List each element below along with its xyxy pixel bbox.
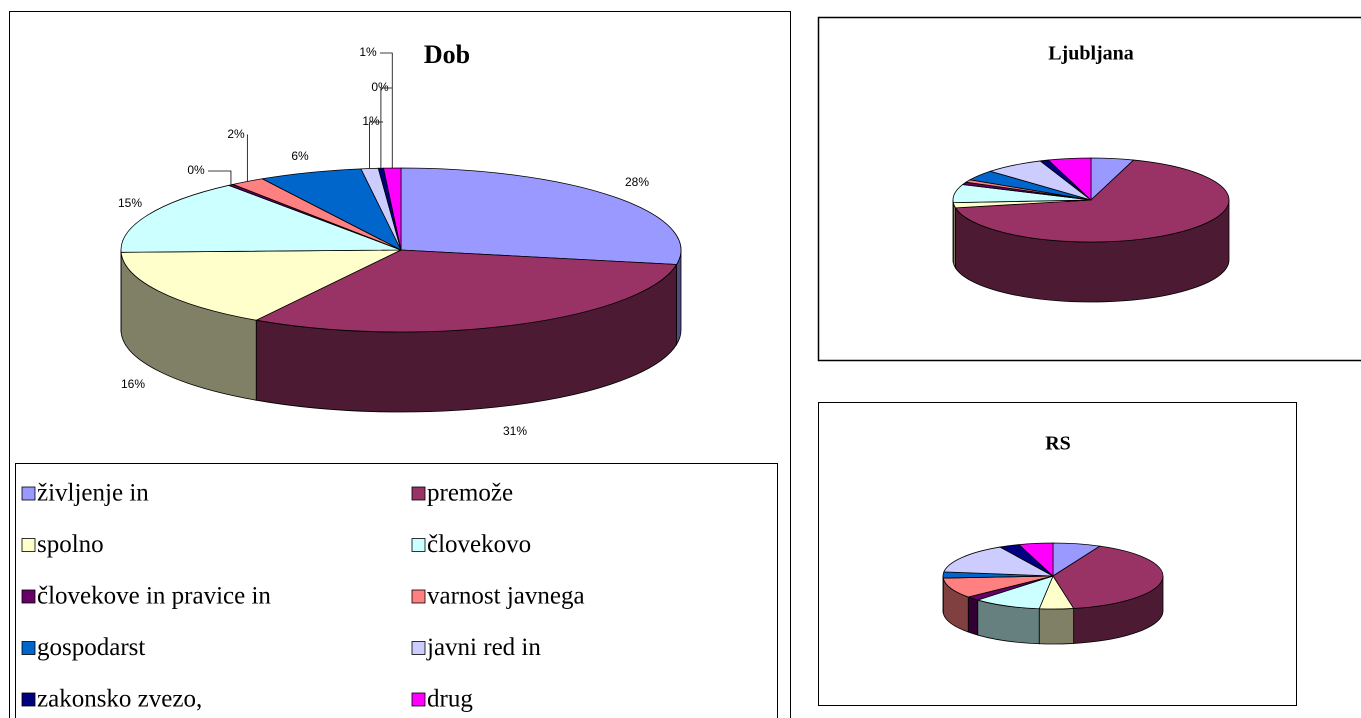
value-label: 0% [371, 80, 389, 94]
legend-swatch [411, 486, 426, 501]
value-label: 0% [187, 163, 205, 177]
legend-swatch [21, 589, 36, 604]
legend-label: gospodarst [37, 634, 145, 661]
value-label: 1% [362, 114, 380, 128]
value-label: 16% [121, 377, 145, 391]
legend-label: premože [427, 480, 513, 507]
chart-title: Ljubljana [1048, 43, 1134, 65]
leader-line [380, 52, 393, 169]
pie-slice [383, 167, 402, 251]
pie-slice [254, 249, 678, 333]
pie-slice-side [967, 596, 979, 636]
legend-label: spolno [37, 531, 104, 558]
legend-swatch [411, 641, 426, 655]
legend-label: človekovo [427, 531, 531, 558]
value-label: 1% [359, 45, 377, 59]
legend-swatch [21, 641, 36, 655]
pie-slice-side [1038, 607, 1075, 645]
value-label: 15% [118, 196, 142, 210]
pie-slice [1052, 545, 1164, 609]
chart-title: RS [1045, 433, 1071, 455]
pie-slice [120, 184, 402, 253]
legend-label: varnost javnega [427, 583, 585, 610]
leader-line [369, 121, 383, 169]
pie-slice [1018, 542, 1054, 577]
legend-frame [15, 463, 778, 718]
legend-label: drug [427, 686, 473, 713]
legend-label: življenje in [37, 480, 149, 507]
value-label: 6% [291, 149, 309, 163]
value-label: 28% [625, 175, 649, 189]
pie-slice [954, 159, 1230, 243]
pie-slice [1047, 157, 1092, 201]
value-label: 31% [503, 424, 527, 438]
legend-swatch [411, 538, 426, 552]
chart-title: Dob [424, 40, 470, 69]
legend-swatch [411, 692, 426, 707]
leader-line [380, 87, 392, 169]
legend-swatch [411, 589, 426, 604]
legend-label: človekove in pravice in [37, 583, 271, 610]
pie-slice [400, 167, 682, 265]
legend-label: javni red in [426, 634, 541, 661]
legend-swatch [21, 538, 36, 552]
leader-line [208, 170, 232, 185]
value-label: 2% [227, 127, 245, 141]
legend-label: zakonsko zvezo, [37, 686, 202, 713]
legend-swatch [21, 692, 36, 707]
legend-swatch [21, 486, 36, 501]
pie-slice [120, 249, 402, 321]
pie-slice [943, 546, 1054, 577]
leader-line [246, 134, 248, 182]
